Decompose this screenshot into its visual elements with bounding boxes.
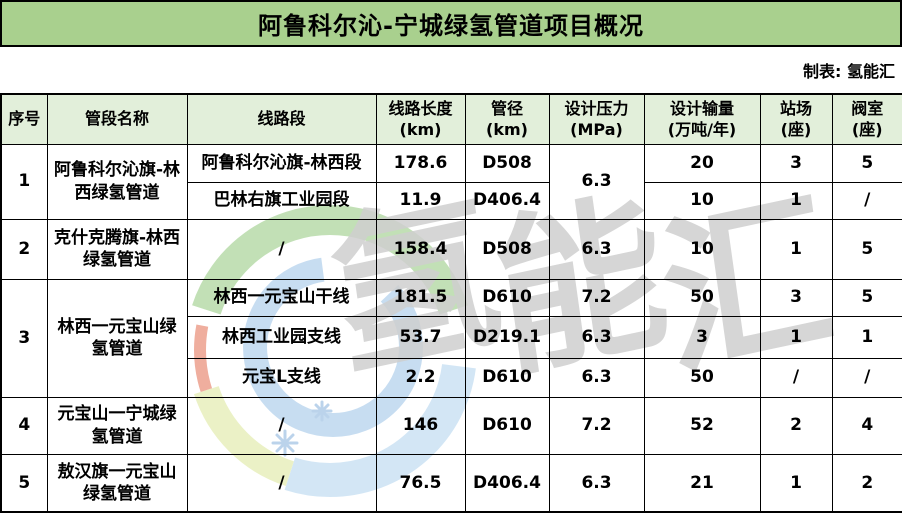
cell-line-section: / xyxy=(186,453,377,513)
cell-stations: / xyxy=(759,357,833,398)
cell-seq: 5 xyxy=(0,453,48,513)
cell-design-throughput: 10 xyxy=(643,218,761,280)
cell-design-pressure: 7.2 xyxy=(548,278,645,317)
cell-diameter: D508 xyxy=(464,143,550,183)
table-row: 2 克什克腾旗-林西绿氢管道/158.4 D508 6.3 10 1 5 xyxy=(0,218,902,280)
col-header-pipe-name: 管段名称 xyxy=(46,93,188,145)
cell-valve-rooms: 5 xyxy=(831,218,902,280)
col-header-line-section: 线路段 xyxy=(186,93,377,145)
cell-design-throughput: 50 xyxy=(643,278,761,317)
col-header-valve-rooms: 阀室 (座) xyxy=(831,93,902,145)
cell-line-section: 林西一元宝山干线 xyxy=(186,278,377,317)
cell-diameter: D406.4 xyxy=(464,181,550,220)
cell-stations: 3 xyxy=(759,278,833,317)
cell-seq: 1 xyxy=(0,143,48,220)
cell-line-length-km: 181.5 xyxy=(375,278,466,317)
cell-valve-rooms: 5 xyxy=(831,278,902,317)
cell-seq: 3 xyxy=(0,278,48,398)
project-table: 序号 管段名称 线路段 线路长度 (km) 管径 (km) 设计压力 (MPa) 设计输量 … xyxy=(0,93,902,513)
cell-valve-rooms: 1 xyxy=(831,315,902,359)
cell-design-throughput: 50 xyxy=(643,357,761,398)
cell-line-length-km: 146 xyxy=(375,396,466,455)
cell-stations: 1 xyxy=(759,315,833,359)
cell-line-section: 林西工业园支线 xyxy=(186,315,377,359)
title-bar: 阿鲁科尔沁-宁城绿氢管道项目概况 xyxy=(0,0,902,47)
table-row: 1 阿鲁科尔沁旗-林西绿氢管道 阿鲁科尔沁旗-林西段 178.6 D508 6.3 20 3 5 xyxy=(0,143,902,220)
col-header-design-throughput: 设计输量 (万吨/年) xyxy=(643,93,761,145)
col-header-stations: 站场 (座) xyxy=(759,93,833,145)
cell-design-throughput: 20 xyxy=(643,143,761,183)
table-row: 5 敖汉旗一元宝山绿氢管道/76.5 D406.4 6.3 21 1 2 xyxy=(0,453,902,513)
cell-design-pressure: 7.2 xyxy=(548,396,645,455)
page-title: 阿鲁科尔沁-宁城绿氢管道项目概况 xyxy=(258,12,644,40)
cell-valve-rooms: / xyxy=(831,357,902,398)
cell-line-length-km: 53.7 xyxy=(375,315,466,359)
cell-seq: 2 xyxy=(0,218,48,280)
cell-diameter: D406.4 xyxy=(464,453,550,513)
cell-line-section: 元宝L支线 xyxy=(186,357,377,398)
cell-line-section: 巴林右旗工业园段 xyxy=(186,181,377,220)
cell-valve-rooms: 2 xyxy=(831,453,902,513)
cell-design-pressure: 6.3 xyxy=(548,143,645,220)
cell-diameter: D508 xyxy=(464,218,550,280)
cell-design-throughput: 10 xyxy=(643,181,761,220)
cell-diameter: D610 xyxy=(464,278,550,317)
credit-line: 制表: 氢能汇 xyxy=(803,62,895,81)
cell-line-section: / xyxy=(186,396,377,455)
col-header-design-pressure: 设计压力 (MPa) xyxy=(548,93,645,145)
cell-seq: 4 xyxy=(0,396,48,455)
cell-design-pressure: 6.3 xyxy=(548,453,645,513)
cell-valve-rooms: 4 xyxy=(831,396,902,455)
cell-line-length-km: 76.5 xyxy=(375,453,466,513)
cell-valve-rooms: / xyxy=(831,181,902,220)
cell-stations: 1 xyxy=(759,453,833,513)
cell-stations: 1 xyxy=(759,218,833,280)
cell-line-length-km: 2.2 xyxy=(375,357,466,398)
cell-design-throughput: 21 xyxy=(643,453,761,513)
col-header-seq: 序号 xyxy=(0,93,48,145)
cell-line-section: / xyxy=(186,218,377,280)
cell-diameter: D219.1 xyxy=(464,315,550,359)
cell-line-length-km: 178.6 xyxy=(375,143,466,183)
table-row: 3 林西一元宝山绿氢管道 林西一元宝山干线 181.5 D610 7.2 50 3 5 xyxy=(0,278,902,398)
cell-pipe-name: 元宝山一宁城绿氢管道 xyxy=(46,396,188,455)
cell-design-throughput: 3 xyxy=(643,315,761,359)
table-body: 1 阿鲁科尔沁旗-林西绿氢管道 阿鲁科尔沁旗-林西段 178.6 D508 6.3 20 3 5… xyxy=(0,143,902,513)
cell-pipe-name: 林西一元宝山绿氢管道 xyxy=(46,278,188,398)
cell-design-pressure: 6.3 xyxy=(548,218,645,280)
cell-line-length-km: 11.9 xyxy=(375,181,466,220)
cell-stations: 1 xyxy=(759,181,833,220)
cell-pipe-name: 克什克腾旗-林西绿氢管道 xyxy=(46,218,188,280)
cell-diameter: D610 xyxy=(464,357,550,398)
col-header-line-length-km: 线路长度 (km) xyxy=(375,93,466,145)
cell-design-pressure: 6.3 xyxy=(548,357,645,398)
cell-pipe-name: 敖汉旗一元宝山绿氢管道 xyxy=(46,453,188,513)
cell-line-section: 阿鲁科尔沁旗-林西段 xyxy=(186,143,377,183)
cell-pipe-name: 阿鲁科尔沁旗-林西绿氢管道 xyxy=(46,143,188,220)
cell-line-length-km: 158.4 xyxy=(375,218,466,280)
cell-valve-rooms: 5 xyxy=(831,143,902,183)
col-header-diameter: 管径 (km) xyxy=(464,93,550,145)
cell-design-throughput: 52 xyxy=(643,396,761,455)
table-row: 4 元宝山一宁城绿氢管道/146 D610 7.2 52 2 4 xyxy=(0,396,902,455)
cell-diameter: D610 xyxy=(464,396,550,455)
table-header-row: 序号 管段名称 线路段 线路长度 (km) 管径 (km) 设计压力 (MPa) 设计输量 … xyxy=(0,93,902,145)
cell-design-pressure: 6.3 xyxy=(548,315,645,359)
cell-stations: 3 xyxy=(759,143,833,183)
cell-stations: 2 xyxy=(759,396,833,455)
